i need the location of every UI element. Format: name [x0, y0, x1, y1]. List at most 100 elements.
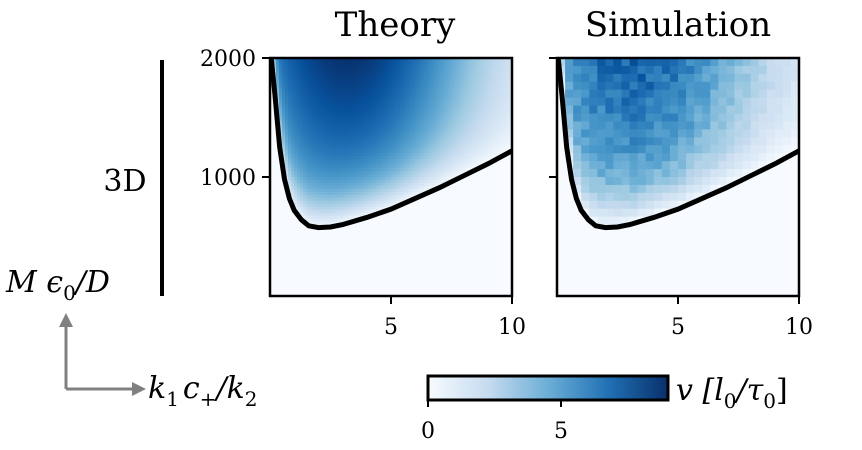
theory-xtick-label-10: 10 [498, 315, 526, 340]
heatmap-cell [424, 177, 428, 181]
heatmap-cell [406, 144, 410, 148]
heatmap-cell [421, 129, 425, 133]
heatmap-cell [378, 78, 383, 83]
heatmap-cell [484, 108, 489, 113]
heatmap-cell [403, 182, 407, 187]
heatmap-cell [360, 138, 365, 142]
heatmap-cell [279, 120, 283, 125]
heatmap-cell [445, 159, 450, 163]
heatmap-cell [360, 159, 365, 163]
heatmap-cell [508, 78, 512, 83]
heatmap-cell [454, 138, 459, 142]
heatmap-cell [448, 87, 453, 92]
heatmap-cell [418, 96, 422, 101]
heatmap-cell [381, 90, 386, 95]
heatmap-cell [694, 184, 703, 194]
heatmap-cell [661, 184, 671, 194]
heatmap-cell [297, 81, 301, 86]
heatmap-cell [351, 81, 356, 86]
heatmap-cell [375, 126, 380, 130]
heatmap-cell [445, 78, 450, 83]
heatmap-cell [303, 153, 307, 157]
heatmap-cell [384, 132, 389, 136]
heatmap-cell [442, 171, 447, 175]
heatmap-cell [505, 147, 510, 151]
heatmap-cell [430, 179, 434, 184]
heatmap-cell [686, 184, 695, 194]
heatmap-cell [357, 188, 362, 193]
heatmap-cell [297, 123, 301, 128]
heatmap-cell [279, 81, 283, 86]
heatmap-cell [384, 90, 389, 95]
heatmap-cell [375, 159, 380, 163]
heatmap-cell [469, 135, 474, 139]
heatmap-cell [330, 75, 335, 80]
heatmap-cell [327, 203, 332, 208]
heatmap-cell [484, 66, 489, 71]
heatmap-cell [378, 203, 383, 208]
heatmap-cell [454, 105, 459, 110]
heatmap-cell [312, 138, 316, 142]
heatmap-cell [348, 200, 353, 205]
heatmap-cell [291, 60, 295, 65]
heatmap-cell [454, 78, 459, 83]
heatmap-cell [282, 102, 286, 107]
heatmap-cell [342, 72, 347, 77]
heatmap-cell [597, 73, 606, 83]
heatmap-cell [324, 221, 329, 226]
heatmap-cell [327, 102, 332, 107]
heatmap-cell [493, 87, 498, 92]
heatmap-cell [502, 78, 507, 83]
heatmap-cell [430, 185, 434, 190]
heatmap-cell [573, 65, 582, 75]
heatmap-cell [472, 141, 477, 145]
heatmap-cell [478, 99, 483, 104]
heatmap-cell [342, 87, 347, 92]
heatmap-cell [505, 144, 510, 148]
heatmap-cell [375, 120, 380, 125]
heatmap-cell [427, 69, 431, 74]
heatmap-cell [315, 123, 320, 128]
heatmap-cell [276, 78, 280, 83]
heatmap-cell [378, 114, 383, 119]
heatmap-cell [378, 138, 383, 142]
heatmap-cell [306, 129, 310, 133]
heatmap-cell [297, 171, 301, 175]
heatmap-cell [448, 99, 453, 104]
heatmap-cell [597, 169, 606, 178]
heatmap-cell [448, 138, 453, 142]
heatmap-cell [324, 171, 329, 175]
heatmap-cell [291, 129, 295, 133]
heatmap-cell [490, 66, 495, 71]
heatmap-cell [282, 63, 286, 68]
heatmap-cell [294, 185, 298, 190]
heatmap-cell [318, 159, 323, 163]
heatmap-cell [288, 78, 292, 83]
heatmap-cell [505, 114, 510, 119]
heatmap-cell [366, 117, 371, 122]
heatmap-cell [478, 72, 483, 77]
heatmap-cell [366, 135, 371, 139]
heatmap-cell [321, 87, 326, 92]
heatmap-cell [457, 75, 462, 80]
heatmap-cell [502, 58, 507, 62]
heatmap-cell [427, 135, 431, 139]
heatmap-cell [327, 177, 332, 181]
heatmap-cell [460, 96, 465, 101]
heatmap-cell [478, 75, 483, 80]
heatmap-cell [415, 126, 419, 130]
heatmap-cell [394, 185, 398, 190]
heatmap-cell [321, 138, 326, 142]
heatmap-cell [303, 90, 307, 95]
heatmap-cell [297, 188, 301, 193]
heatmap-cell [363, 200, 368, 205]
heatmap-cell [303, 132, 307, 136]
heatmap-cell [297, 84, 301, 89]
heatmap-cell [478, 111, 483, 116]
heatmap-cell [397, 182, 401, 187]
heatmap-cell [279, 69, 283, 74]
heatmap-cell [336, 218, 341, 223]
heatmap-cell [427, 174, 431, 178]
heatmap-cell [391, 182, 395, 187]
heatmap-cell [565, 105, 574, 115]
